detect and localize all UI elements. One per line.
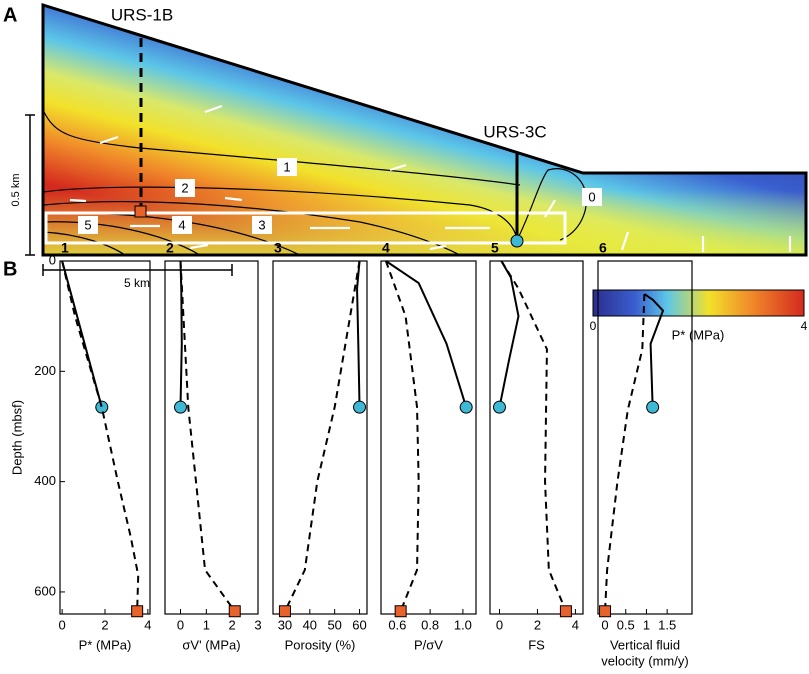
well-label: URS-1B: [111, 5, 173, 24]
x-tick-label: 1: [643, 617, 650, 632]
x-tick-label: 1: [203, 617, 210, 632]
zone-label: 1: [283, 159, 290, 174]
x-tick-label: 40: [303, 617, 317, 632]
x-tick-label: 0.6: [388, 617, 406, 632]
end-marker: [353, 400, 367, 414]
x-tick-label: 2: [534, 617, 541, 632]
x-tick-label: 0: [601, 617, 608, 632]
transect-box: [44, 211, 567, 245]
x-axis-label: P/σV: [414, 637, 443, 652]
end-marker: [559, 605, 572, 618]
profile-line: [284, 260, 361, 612]
x-tick-label: 4: [572, 617, 579, 632]
horizontal-scale-label: 5 km: [124, 276, 150, 290]
end-marker: [174, 400, 187, 414]
profile-line: [385, 260, 468, 408]
x-axis-label: FS: [528, 637, 545, 652]
zone-label: 2: [181, 180, 188, 195]
zone-label: 5: [84, 217, 91, 232]
plot-number: 2: [166, 240, 174, 256]
profile-line: [356, 260, 361, 408]
plot-frame: [380, 260, 477, 615]
plot-frame: [597, 260, 693, 615]
end-marker: [95, 400, 109, 414]
zone-boxes: [78, 158, 602, 234]
y-tick-label: 400: [34, 473, 56, 488]
end-marker: [131, 605, 144, 618]
x-tick-label: 0.8: [421, 617, 439, 632]
scale-bars: [25, 114, 233, 276]
end-marker: [599, 605, 612, 618]
x-axis-label: Vertical fluid: [610, 637, 680, 652]
x-tick-label: 0: [177, 617, 184, 632]
x-tick-label: 0: [496, 617, 503, 632]
profile-line: [179, 260, 183, 408]
profile-line: [179, 260, 236, 612]
plot-frame: [489, 260, 584, 615]
zone-label: 3: [258, 217, 265, 232]
x-tick-label: 2: [229, 617, 236, 632]
y-tick-label: 200: [34, 363, 56, 378]
vertical-scale-label: 0.5 km: [10, 173, 22, 206]
y-tick-label: 0: [49, 252, 56, 267]
plot-number: 5: [491, 240, 499, 256]
x-tick-label: 0: [59, 617, 66, 632]
x-tick-label: 60: [352, 617, 366, 632]
x-axis-label: Porosity (%): [285, 637, 356, 652]
x-tick-label: 30: [278, 617, 292, 632]
zone-label: 0: [588, 189, 595, 204]
end-marker: [228, 605, 241, 618]
end-marker: [459, 400, 473, 414]
plot-number: 4: [382, 240, 390, 256]
plot-frame: [164, 260, 259, 615]
plot-frame: [272, 260, 368, 615]
profile-line: [643, 293, 665, 408]
profile-line: [384, 260, 420, 612]
profile-line: [61, 260, 140, 612]
well-marker: [134, 205, 147, 218]
colorbar: [592, 289, 805, 317]
colorbar-tick-label: 4: [801, 319, 808, 333]
y-tick-label: 600: [34, 583, 56, 598]
x-tick-label: 4: [144, 617, 151, 632]
zone-label: 4: [178, 217, 185, 232]
panel-label: B: [3, 258, 17, 280]
plot-number: 6: [599, 240, 607, 256]
end-marker: [492, 400, 506, 414]
x-tick-label: 1.5: [658, 617, 676, 632]
end-marker: [646, 400, 660, 414]
flow-arrows: [69, 104, 792, 252]
panel-label: A: [3, 4, 17, 26]
end-marker: [278, 605, 291, 618]
x-tick-label: 50: [327, 617, 341, 632]
profile-line: [604, 294, 646, 612]
x-tick-label: 0.5: [617, 617, 635, 632]
well-marker: [510, 234, 524, 248]
end-marker: [394, 605, 407, 618]
x-axis-label: σV' (MPa): [182, 637, 240, 652]
colorbar-label: P* (MPa): [672, 327, 725, 342]
section-fill: [43, 190, 806, 255]
x-tick-label: 2: [101, 617, 108, 632]
y-axis-label: Depth (mbsf): [9, 400, 24, 475]
cross-section: 0 1 2 3 4 5: [41, 2, 808, 257]
x-axis-label: velocity (mm/y): [601, 653, 688, 668]
x-tick-label: 1.0: [454, 617, 472, 632]
section-outline: [41, 2, 808, 257]
well-label: URS-3C: [483, 122, 546, 141]
x-axis-label: P* (MPa): [79, 637, 132, 652]
plot-number: 1: [61, 240, 69, 256]
profile-line: [500, 260, 567, 612]
colorbar-tick-label: 0: [590, 319, 597, 333]
profile-line: [61, 260, 103, 408]
plot-number: 3: [274, 240, 282, 256]
x-tick-label: 3: [254, 617, 261, 632]
